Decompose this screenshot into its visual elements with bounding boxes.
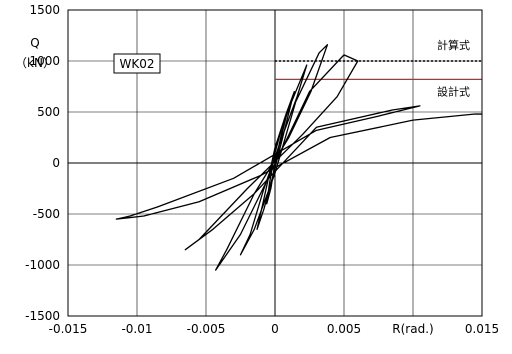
- specimen-label-box: WK02: [113, 53, 161, 74]
- x-tick-label: 0: [271, 322, 279, 336]
- y-axis-title: Q （kN）: [15, 36, 55, 70]
- x-tick-label: R(rad.): [392, 322, 433, 336]
- specimen-label: WK02: [119, 57, 154, 71]
- y-tick-label: 500: [37, 105, 60, 119]
- plot-frame: [67, 9, 483, 317]
- specimen-label-frame: [113, 53, 161, 74]
- series-layer: [115, 44, 483, 271]
- y-tick-label: -500: [33, 207, 60, 221]
- x-tick-label: -0.005: [187, 322, 226, 336]
- x-tick-label: 0.015: [465, 322, 499, 336]
- y-tick-label: 1500: [29, 3, 60, 17]
- hysteresis-curve: [115, 44, 483, 271]
- y-axis-title-line-2: （kN）: [15, 56, 55, 70]
- reference-line-label: 設計式: [437, 84, 470, 98]
- y-tick-label: 1000: [29, 54, 60, 68]
- tick-labels: -0.015 -0.01 -0.005 0 0.005 R(rad.) 0.015 1500 1…: [25, 3, 499, 336]
- x-tick-label: -0.01: [121, 322, 152, 336]
- x-tick-label: 0.005: [327, 322, 361, 336]
- y-tick-label: -1000: [25, 258, 60, 272]
- reference-line-label: 計算式: [437, 38, 470, 52]
- x-tick-label: -0.015: [49, 322, 88, 336]
- y-tick-label: 0: [52, 156, 60, 170]
- y-axis-title-line-1: Q: [30, 36, 39, 50]
- y-tick-label: -1500: [25, 309, 60, 323]
